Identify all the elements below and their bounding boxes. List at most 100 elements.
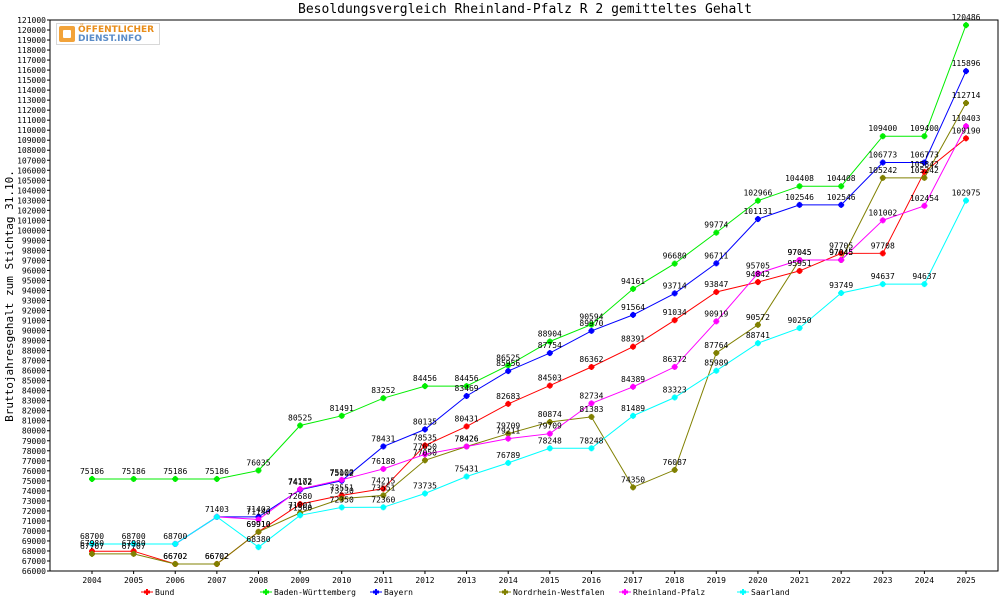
data-label: 84456 (413, 374, 437, 383)
point-mark (672, 394, 678, 400)
data-label: 67980 (122, 539, 146, 548)
data-label: 71801 (288, 501, 312, 510)
point-mark (380, 466, 386, 472)
data-label: 97045 (829, 248, 853, 257)
data-label: 97045 (787, 248, 811, 257)
site-logo: ÖFFENTLICHER DIENST.INFO (56, 23, 160, 45)
data-label: 76035 (246, 458, 270, 467)
series-3 (89, 100, 970, 567)
x-tick-label: 2010 (332, 576, 351, 585)
data-label: 69910 (246, 520, 270, 529)
data-point (463, 423, 470, 430)
data-point (255, 544, 262, 551)
data-label: 80431 (455, 414, 479, 423)
data-label: 68700 (122, 532, 146, 541)
data-label: 106773 (868, 151, 897, 160)
data-point (89, 475, 95, 482)
y-tick-label: 74000 (22, 487, 46, 496)
data-label: 75431 (455, 465, 479, 474)
data-label: 97708 (871, 241, 895, 250)
point-mark (838, 183, 844, 189)
y-tick-label: 105000 (17, 176, 46, 185)
point-mark (672, 261, 678, 267)
point-mark (131, 476, 137, 482)
y-tick-label: 118000 (17, 46, 46, 55)
plot-area (49, 19, 999, 572)
point-mark (797, 257, 803, 263)
y-tick-label: 104000 (17, 186, 46, 195)
y-tick-label: 114000 (17, 86, 46, 95)
point-mark (547, 383, 553, 389)
data-label: 97045 (787, 248, 811, 257)
data-label: 90594 (579, 313, 603, 322)
y-tick-label: 103000 (17, 196, 46, 205)
point-mark (755, 279, 761, 285)
series-line (92, 24, 967, 480)
data-label: 79709 (496, 422, 520, 431)
data-point (921, 281, 928, 288)
data-label: 109190 (952, 126, 981, 135)
point-mark (921, 159, 927, 166)
data-point (879, 250, 886, 257)
data-label: 84456 (455, 374, 479, 383)
series-line (92, 200, 967, 548)
data-label: 93749 (829, 281, 853, 290)
data-point (671, 260, 678, 267)
data-label: 84389 (621, 375, 645, 384)
point-mark (838, 202, 844, 208)
data-point (963, 100, 970, 107)
x-tick-label: 2004 (82, 576, 101, 585)
data-label: 76188 (371, 457, 395, 466)
data-label: 94637 (871, 272, 895, 281)
y-tick-label: 84000 (22, 387, 46, 396)
data-label: 83252 (371, 386, 395, 395)
data-label: 115896 (952, 59, 981, 68)
data-point (297, 512, 304, 519)
data-point (463, 383, 470, 390)
y-tick-label: 88000 (22, 347, 46, 356)
data-label: 87764 (704, 341, 728, 350)
y-tick-label: 102000 (17, 206, 46, 215)
point-mark (547, 431, 553, 437)
y-tick-label: 120000 (17, 26, 46, 35)
logo-text-2: DIENST.INFO (78, 34, 142, 44)
data-label: 67707 (80, 542, 104, 551)
point-mark (588, 445, 594, 451)
x-tick-label: 2024 (915, 576, 934, 585)
data-label: 109400 (868, 124, 897, 133)
data-point (588, 413, 595, 420)
data-point (255, 528, 262, 535)
data-label: 95705 (746, 261, 770, 270)
data-label: 75002 (330, 469, 354, 478)
x-tick-label: 2012 (415, 576, 434, 585)
data-point (172, 475, 179, 482)
data-label: 96711 (704, 251, 728, 260)
data-label: 87754 (538, 341, 562, 350)
point-mark (172, 541, 178, 547)
point-mark (755, 198, 761, 204)
data-point (754, 279, 761, 286)
data-point (838, 183, 845, 190)
point-mark (672, 467, 678, 473)
point-mark (505, 460, 511, 466)
data-label: 90572 (746, 313, 770, 322)
series-5 (89, 197, 970, 551)
data-point (505, 459, 512, 466)
data-label: 91034 (663, 308, 687, 317)
point-mark (172, 476, 178, 482)
y-tick-label: 83000 (22, 397, 46, 406)
point-mark (505, 368, 511, 374)
y-tick-label: 70000 (22, 527, 46, 536)
data-label: 85989 (704, 359, 728, 368)
data-point (796, 256, 803, 263)
data-point (713, 229, 720, 236)
data-label: 106773 (910, 151, 939, 160)
y-tick-label: 91000 (22, 317, 46, 326)
x-tick-label: 2008 (249, 576, 268, 585)
data-point (713, 349, 720, 356)
point-mark (880, 250, 886, 256)
point-mark (339, 477, 345, 483)
point-mark (422, 490, 428, 497)
